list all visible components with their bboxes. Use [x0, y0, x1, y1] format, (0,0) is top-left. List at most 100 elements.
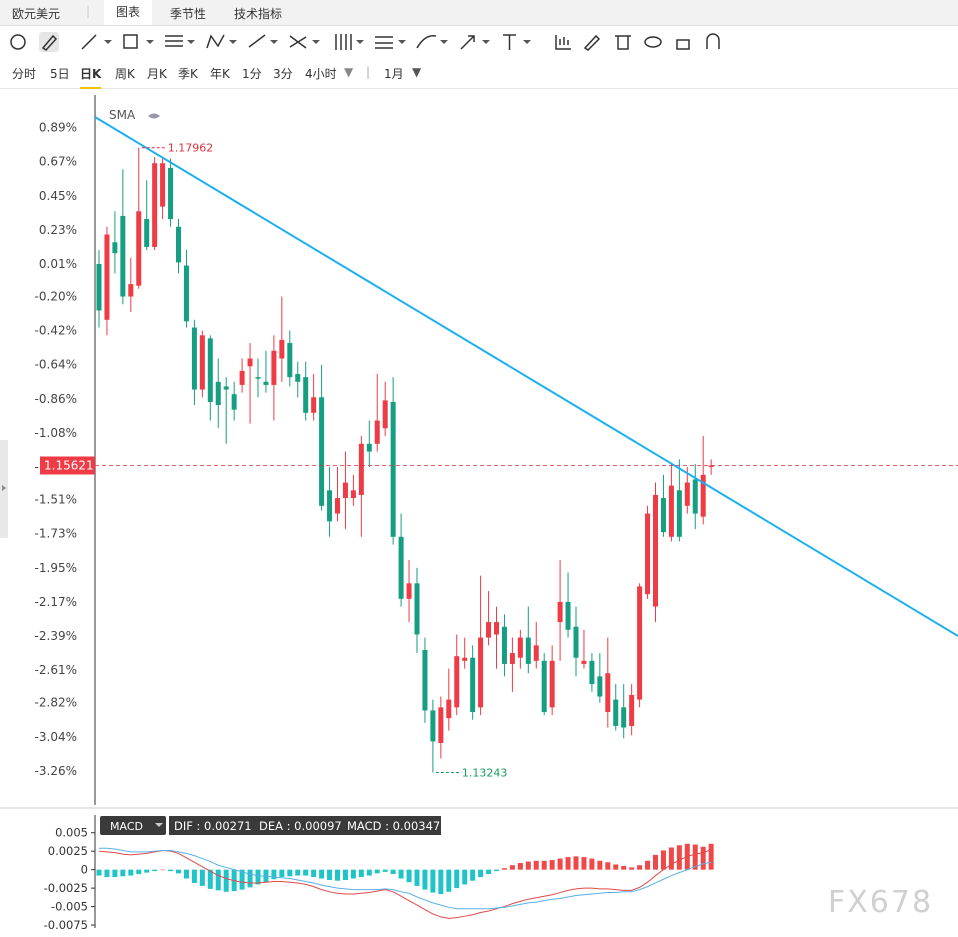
macd-bar — [168, 869, 174, 872]
tool-icon[interactable] — [375, 36, 393, 49]
macd-bar — [287, 869, 293, 877]
macd-selector[interactable] — [100, 816, 166, 835]
candle-body — [629, 694, 635, 726]
candle-body — [517, 637, 523, 658]
macd-bar — [112, 869, 118, 878]
y-tick-label: -0.86% — [35, 392, 77, 406]
y-tick-label: -1.08% — [35, 426, 77, 440]
period[interactable]: 季K — [178, 67, 198, 81]
macd-bar — [462, 869, 468, 885]
candle-body — [191, 327, 197, 390]
candle-body — [382, 400, 388, 429]
divider: | — [86, 4, 91, 18]
tool-icon[interactable] — [416, 35, 437, 49]
macd-bar — [414, 869, 420, 886]
macd-bar — [311, 869, 317, 878]
candle-body — [199, 335, 205, 390]
macd-bar — [668, 847, 674, 870]
period[interactable]: 3分 — [273, 67, 293, 81]
period[interactable]: 月K — [147, 67, 167, 81]
visibility-icon[interactable] — [148, 113, 160, 119]
macd-bar — [160, 869, 166, 871]
candle-body — [486, 622, 492, 638]
tool-icon[interactable] — [644, 36, 662, 48]
candle-body — [708, 465, 714, 468]
period[interactable]: 年K — [210, 67, 230, 81]
tool-icon[interactable] — [165, 35, 183, 47]
candle-body — [350, 490, 356, 499]
candle-body — [144, 219, 150, 247]
tab-bar: 欧元美元 | 图表 季节性 技术指标 — [0, 0, 958, 26]
macd-bar — [255, 869, 261, 885]
tool-icon[interactable] — [206, 34, 225, 49]
macd-bar — [191, 869, 197, 883]
y-tick-label: -3.26% — [35, 764, 77, 778]
candle-body — [295, 374, 301, 382]
period[interactable]: 4小时 — [305, 67, 337, 81]
y-tick-label: -1.51% — [35, 493, 77, 507]
candle-body — [96, 263, 102, 311]
trend-line[interactable] — [94, 116, 958, 637]
candle-body — [263, 381, 269, 385]
candle-body — [509, 653, 515, 664]
macd-bar — [247, 869, 253, 888]
candle-body — [168, 167, 174, 220]
tool-icon[interactable] — [41, 34, 58, 51]
macd-bar — [176, 869, 181, 874]
y-tick-label: -0.20% — [35, 290, 77, 304]
tool-icon[interactable] — [248, 34, 266, 48]
dropdown-arrow[interactable]: ▼ — [344, 65, 354, 79]
macd-bar — [144, 869, 150, 873]
tool-icon[interactable] — [289, 35, 307, 49]
candle-body — [684, 482, 690, 506]
macd-bar — [303, 869, 309, 876]
candle-body — [215, 381, 221, 406]
dif-line — [98, 849, 712, 919]
macd-bar — [637, 865, 643, 870]
candle-body — [676, 490, 682, 537]
candle-body — [501, 626, 507, 664]
y-tick-label: 0.01% — [39, 257, 77, 271]
tool-icon[interactable] — [81, 34, 97, 50]
tool-icon[interactable] — [335, 34, 352, 50]
tab[interactable]: 季节性 — [170, 7, 207, 21]
tool-icon[interactable] — [10, 34, 26, 50]
candle-body — [438, 707, 444, 743]
y-tick-label: -2.39% — [35, 629, 77, 643]
tab[interactable]: 技术指标 — [234, 7, 283, 21]
tool-icon[interactable] — [555, 35, 571, 50]
period[interactable]: 1分 — [242, 67, 262, 81]
period[interactable]: 5日 — [50, 67, 70, 81]
tool-icon[interactable] — [460, 35, 475, 50]
interval[interactable]: 1月 — [384, 67, 404, 81]
macd-bar — [653, 854, 658, 870]
macd-bar — [621, 865, 627, 870]
tool-icon[interactable] — [676, 39, 690, 50]
period[interactable]: 分时 — [12, 67, 37, 81]
macd-bar — [589, 858, 595, 870]
tool-icon[interactable] — [583, 34, 601, 51]
macd-bar — [533, 860, 539, 870]
tool-icon[interactable] — [123, 34, 138, 49]
dropdown-arrow[interactable]: ▼ — [412, 65, 422, 79]
tool-icon[interactable] — [615, 35, 631, 50]
y-tick-label: -2.61% — [35, 663, 77, 677]
candle-body — [303, 377, 309, 413]
candle-body — [104, 234, 110, 320]
tool-icon[interactable] — [503, 34, 516, 50]
candle-body — [271, 350, 277, 385]
tool-icon[interactable] — [706, 33, 720, 49]
tab[interactable]: 图表 — [104, 0, 153, 25]
candle-body — [478, 637, 484, 708]
candle-body — [231, 394, 237, 410]
high-label: 1.17962 — [168, 142, 214, 155]
macd-bar — [605, 862, 611, 870]
macd-title: MACD — [110, 820, 143, 833]
period[interactable]: 周K — [115, 67, 135, 81]
macd-bar — [358, 869, 364, 878]
macd-bar — [398, 869, 404, 879]
macd-bar — [406, 869, 412, 883]
period[interactable]: 日K — [80, 65, 102, 89]
macd-bar — [645, 860, 651, 870]
